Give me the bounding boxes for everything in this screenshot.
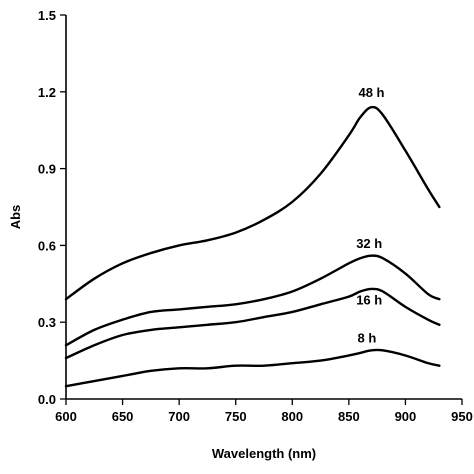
series-label-48h: 48 h: [358, 85, 384, 100]
series-label-8h: 8 h: [358, 331, 377, 346]
annotation-group: 48 h 32 h 16 h 8 h: [356, 85, 384, 346]
x-tick-label: 950: [451, 409, 473, 424]
x-tick-label: 900: [395, 409, 417, 424]
y-tick-label: 0.6: [38, 238, 56, 253]
y-axis-title: Abs: [8, 205, 23, 230]
x-axis-title: Wavelength (nm): [212, 446, 316, 461]
y-tick-label: 0.9: [38, 162, 56, 177]
series-line-16h: [64, 287, 441, 360]
x-tick-label: 850: [338, 409, 360, 424]
y-tick-label: 1.2: [38, 85, 56, 100]
x-tick-label: 600: [55, 409, 77, 424]
y-tick-label: 0.0: [38, 392, 56, 407]
series-line-48h: [64, 105, 441, 301]
x-tick-label: 750: [225, 409, 247, 424]
series-line-8h: [64, 348, 441, 388]
axes: 0.0 0.3 0.6 0.9 1.2 1.5 600 650 700 750 800 850 900 9…: [38, 8, 473, 424]
series-label-16h: 16 h: [356, 292, 382, 307]
series-label-32h: 32 h: [356, 236, 382, 251]
series-line-32h: [64, 254, 441, 347]
series-group: [64, 105, 441, 388]
x-tick-label: 800: [281, 409, 303, 424]
x-tick-label: 700: [168, 409, 190, 424]
y-tick-label: 0.3: [38, 315, 56, 330]
y-tick-label: 1.5: [38, 8, 56, 23]
x-tick-label: 650: [112, 409, 134, 424]
